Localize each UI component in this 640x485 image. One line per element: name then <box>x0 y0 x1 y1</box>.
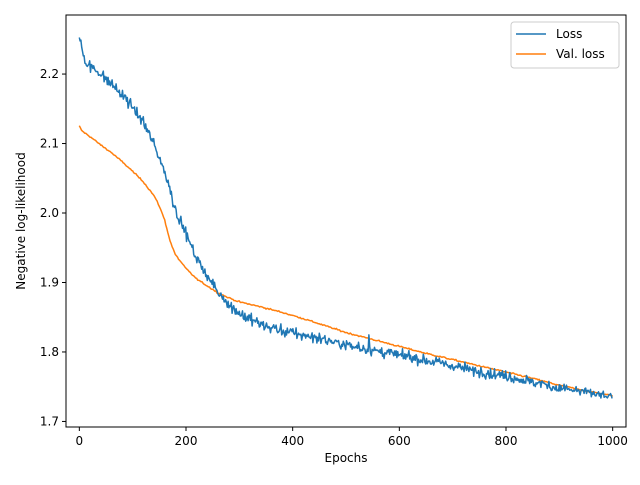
x-tick-label: 1000 <box>597 434 628 448</box>
legend-label-loss: Loss <box>556 27 582 41</box>
y-tick-label: 1.9 <box>40 275 59 289</box>
x-tick-label: 200 <box>175 434 198 448</box>
x-axis-label: Epochs <box>325 451 368 465</box>
plot-frame <box>65 14 627 428</box>
y-tick-label: 2.1 <box>40 137 59 151</box>
y-tick-label: 2.2 <box>40 67 59 81</box>
y-tick-label: 2.0 <box>40 206 59 220</box>
series-line-val-loss <box>78 125 614 397</box>
x-tick-label: 600 <box>388 434 411 448</box>
x-axis-ticks: 0 200 400 600 800 1000 <box>76 427 628 448</box>
y-tick-label: 1.8 <box>40 345 59 359</box>
y-axis-ticks: 1.7 1.8 1.9 2.0 2.1 2.2 <box>40 67 66 428</box>
y-tick-label: 1.7 <box>40 414 59 428</box>
x-tick-label: 400 <box>281 434 304 448</box>
y-axis-label: Negative log-likelihood <box>14 152 28 289</box>
plot-lines <box>78 37 614 399</box>
series-line-loss <box>78 37 613 399</box>
x-tick-label: 0 <box>76 434 84 448</box>
legend-label-val-loss: Val. loss <box>556 47 605 61</box>
legend: Loss Val. loss <box>510 21 620 69</box>
x-tick-label: 800 <box>495 434 518 448</box>
